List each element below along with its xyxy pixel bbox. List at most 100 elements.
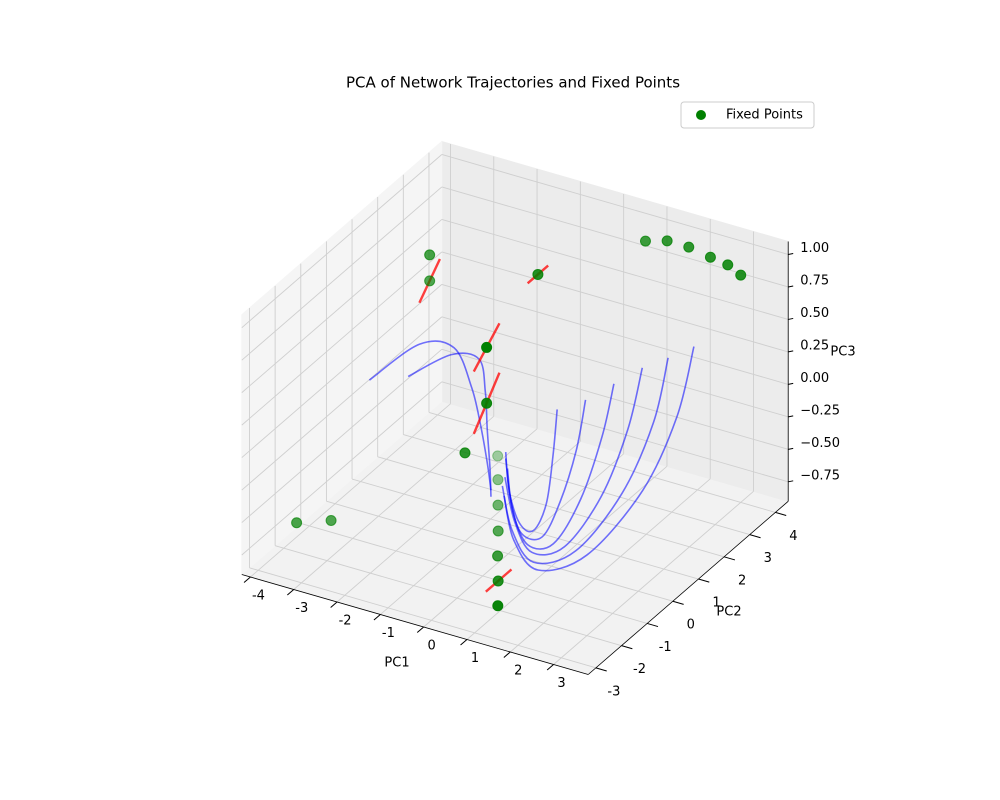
tick-mark <box>698 578 710 583</box>
x-tick-label: -3 <box>295 601 308 616</box>
fixed-point <box>722 259 734 271</box>
z-axis-label: PC3 <box>830 345 855 360</box>
x-tick-label: 3 <box>557 676 565 691</box>
tick-mark <box>788 285 794 288</box>
tick-mark <box>621 645 633 650</box>
x-tick-label: 2 <box>514 664 522 679</box>
tick-mark <box>243 576 251 583</box>
trajectory <box>506 383 615 550</box>
grid-line <box>241 284 443 458</box>
x-tick-label: 1 <box>471 651 479 666</box>
legend-box <box>680 101 815 129</box>
z-tick-label: 0.50 <box>800 306 829 321</box>
fixed-point <box>492 499 504 511</box>
fixed-point <box>532 268 544 280</box>
tick-mark <box>749 534 761 539</box>
grid-line <box>241 348 443 523</box>
grid-line <box>275 545 622 647</box>
plot-area: -4 -3 -2 -1 0 1 2 3 -3 -2 -1 0 1 2 3 4 −0.75 −0.50 −0.25 0.… <box>240 140 840 699</box>
grid-line <box>441 251 789 353</box>
tick-mark <box>788 252 794 255</box>
tick-mark <box>775 511 787 517</box>
y-tick-label: 2 <box>738 573 746 588</box>
grid-line <box>249 567 597 669</box>
x-tick-label: 0 <box>428 639 436 654</box>
tick-mark <box>788 350 794 353</box>
trajectory <box>501 357 669 565</box>
fixed-point <box>492 474 504 486</box>
grid-line <box>441 186 789 288</box>
fixed-point <box>291 517 303 529</box>
z-tick-label: −0.50 <box>800 436 840 451</box>
z-tick-label: −0.75 <box>800 468 840 483</box>
grid-line <box>241 316 443 491</box>
x-tick-label: -4 <box>252 589 265 604</box>
tick-mark <box>788 382 794 385</box>
tick-mark <box>460 639 468 646</box>
fixed-point <box>735 269 747 281</box>
grid-line <box>241 219 443 393</box>
grid-line <box>241 154 443 329</box>
chart-title: PCA of Network Trajectories and Fixed Po… <box>346 74 680 92</box>
x-axis-label: PC1 <box>384 656 409 671</box>
tick-mark <box>595 667 607 672</box>
tick-mark <box>788 415 794 418</box>
grid-line <box>241 251 443 426</box>
fixed-point <box>492 450 504 462</box>
trajectory <box>407 352 492 497</box>
y-tick-label: -1 <box>659 640 672 655</box>
y-tick-label: 1 <box>712 596 720 611</box>
y-tick-label: -3 <box>607 684 620 699</box>
fixed-point <box>325 514 337 526</box>
z-tick-label: 0.75 <box>800 273 829 288</box>
grid-line <box>300 522 648 624</box>
tick-mark <box>503 651 511 658</box>
tick-mark <box>287 589 295 596</box>
y-tick-label: -2 <box>633 662 646 677</box>
fixed-point <box>481 341 493 353</box>
fixed-point <box>492 550 504 562</box>
fixed-point <box>683 241 695 253</box>
fixed-point <box>424 249 436 261</box>
tick-mark <box>373 614 381 621</box>
tick-mark <box>672 600 684 605</box>
fixed-point <box>459 447 471 459</box>
y-tick-label: 3 <box>764 551 772 566</box>
y-tick-label: 4 <box>789 529 797 544</box>
grid-line <box>377 456 725 558</box>
tick-mark <box>788 447 794 450</box>
fixed-point <box>492 575 504 587</box>
fixed-point <box>424 275 436 287</box>
x-axis-line <box>241 574 589 675</box>
grid-line <box>441 283 789 385</box>
grid-line <box>441 316 789 418</box>
grid-line <box>441 219 789 320</box>
grid-line <box>241 186 443 361</box>
fixed-point <box>704 251 716 263</box>
side-pane <box>241 140 443 576</box>
fixed-point <box>481 397 493 409</box>
fixed-point <box>661 235 673 247</box>
grid-line <box>241 381 443 556</box>
x-tick-label: -1 <box>382 626 395 641</box>
tick-mark <box>647 622 659 628</box>
x-tick-label: -2 <box>339 614 352 629</box>
fixed-point <box>492 525 504 537</box>
tick-mark <box>416 626 424 633</box>
trajectory <box>368 340 492 491</box>
grid-line <box>441 381 789 483</box>
fixed-point <box>492 600 504 612</box>
tick-mark <box>788 317 794 320</box>
trajectory <box>504 367 644 556</box>
tick-mark <box>788 480 794 483</box>
z-tick-label: 0.25 <box>800 338 829 353</box>
y-tick-label: 0 <box>687 618 695 633</box>
fixed-point <box>639 235 651 247</box>
z-tick-label: 1.00 <box>800 241 829 256</box>
grid-line <box>441 348 789 450</box>
tick-mark <box>546 664 554 671</box>
tick-mark <box>723 556 736 561</box>
z-tick-label: −0.25 <box>800 403 840 418</box>
